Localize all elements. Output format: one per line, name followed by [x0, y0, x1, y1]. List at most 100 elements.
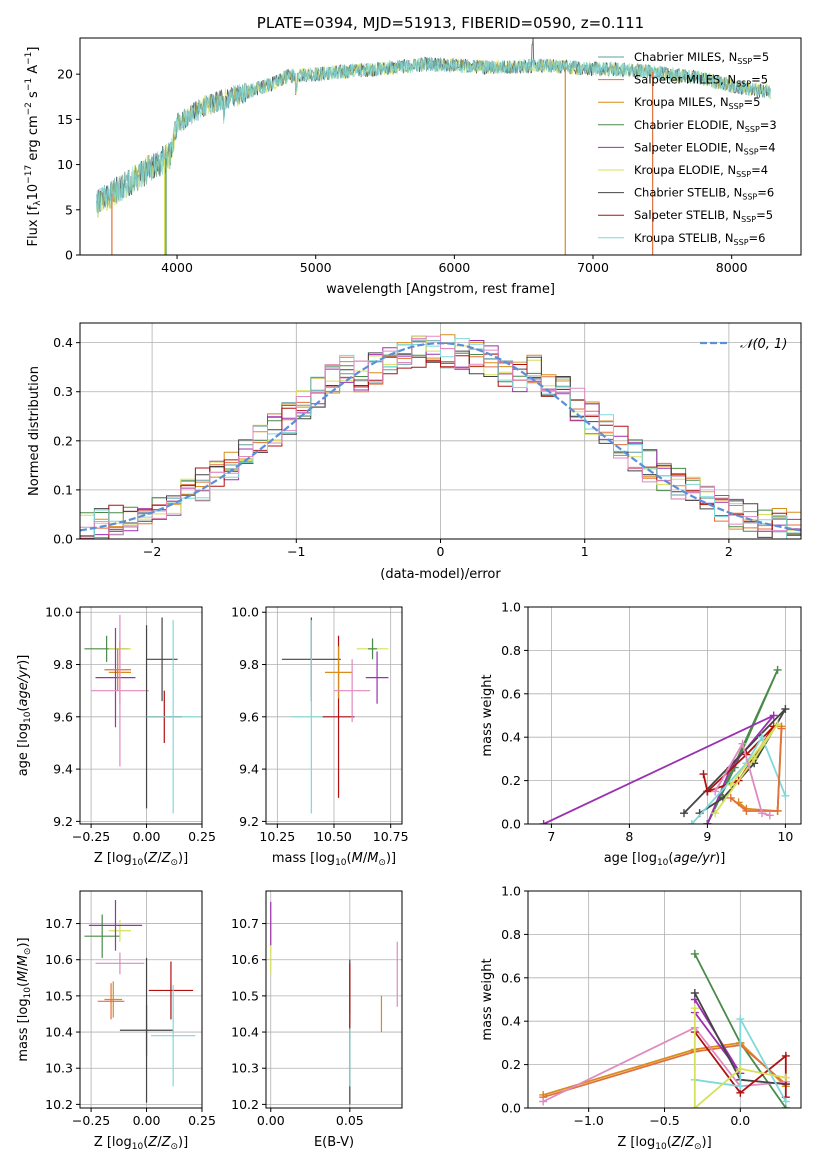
- y-tick-label: 9.4: [53, 762, 73, 777]
- weight-marker: [781, 1097, 790, 1106]
- x-tick-label: 0.25: [188, 1113, 216, 1128]
- weight-marker: [736, 1082, 745, 1091]
- weight-marker: [690, 1104, 699, 1108]
- axes-frame: [527, 890, 802, 1109]
- legend-label: Kroupa STELIB, NSSP=6: [634, 231, 765, 247]
- y-tick-label: 9.8: [239, 657, 259, 672]
- errorbar-point: [334, 659, 371, 723]
- errorbar-point: [146, 617, 178, 702]
- x-tick-label: 0.00: [257, 1113, 285, 1128]
- weight-marker: [680, 809, 688, 818]
- y-tick-label: 0.0: [501, 1101, 521, 1116]
- weight-marker: [750, 754, 759, 763]
- weight-marker: [711, 787, 720, 796]
- plot-area: [539, 949, 790, 1108]
- y-tick-label: 0.0: [501, 817, 521, 832]
- y-tick-label: 0.4: [501, 1014, 521, 1029]
- weight-series-line: [543, 714, 775, 824]
- panel-weight-vs-age: 7 8 9 10 0.0 0.2 0.4 0.6 0.8 1.0 mass weight age [l…: [480, 600, 802, 868]
- x-tick-label: −0.5: [649, 1113, 679, 1128]
- errorbar-point: [108, 919, 132, 942]
- weight-marker: [777, 724, 786, 733]
- y-tick-label: 10.2: [231, 1097, 259, 1112]
- y-tick-label: 10.0: [45, 605, 73, 620]
- x-tick-label: 0.05: [336, 1113, 364, 1128]
- y-tick-label: 10.3: [45, 1061, 73, 1076]
- y-tick-label: 10.6: [45, 952, 73, 967]
- legend-label: 𝒩(0, 1): [740, 337, 787, 352]
- y-axis-label: Normed distribution: [27, 366, 42, 496]
- x-tick-label: 8: [625, 829, 633, 844]
- y-tick-label: 1.0: [501, 600, 521, 615]
- errorbar-point: [91, 614, 149, 767]
- y-tick-label: 9.6: [239, 709, 259, 724]
- y-tick-label: 20: [57, 67, 73, 82]
- weight-marker: [742, 806, 751, 815]
- weight-series-line: [542, 1026, 786, 1103]
- y-tick-label: 0.4: [501, 730, 521, 745]
- weight-marker: [736, 1064, 745, 1073]
- weight-marker: [758, 733, 766, 742]
- y-tick-label: 0.0: [53, 532, 73, 547]
- errorbar-point: [148, 961, 194, 1020]
- x-axis-label: Z [log10(Z/Z⊙)]: [94, 1135, 188, 1152]
- y-axis-label: age [log10(age/yr)]: [16, 655, 33, 777]
- panel-residuals: −2 −1 0 1 2 0.0 0.1 0.2 0.3 0.4 (data-model)/error…: [27, 322, 802, 582]
- histogram-steps: [80, 353, 801, 539]
- y-tick-label: 10.3: [231, 1061, 259, 1076]
- y-axis-label: mass weight: [480, 674, 495, 756]
- y-tick-label: 9.2: [53, 814, 73, 829]
- errorbar-point: [84, 914, 120, 958]
- x-axis-label: Z [log10(Z/Z⊙)]: [617, 1135, 711, 1152]
- weight-marker: [539, 1097, 548, 1106]
- weight-marker: [773, 665, 782, 674]
- weight-marker: [690, 1004, 699, 1013]
- legend-label: Salpeter ELODIE, NSSP=4: [634, 140, 776, 156]
- weight-marker: [690, 988, 699, 997]
- x-tick-label: −0.25: [72, 829, 110, 844]
- y-tick-label: 0.2: [501, 1057, 521, 1072]
- errorbar-point: [97, 983, 125, 1020]
- x-tick-label: 4000: [161, 260, 193, 275]
- x-tick-label: 0.0: [730, 1113, 750, 1128]
- x-tick-label: −2: [143, 544, 161, 559]
- y-tick-label: 9.8: [53, 657, 73, 672]
- x-axis-label: Z [log10(Z/Z⊙)]: [94, 851, 188, 868]
- legend-label: Chabrier MILES, NSSP=5: [634, 50, 769, 66]
- weight-series-line: [714, 723, 779, 814]
- y-tick-label: 0.3: [53, 384, 73, 399]
- weight-series-line: [542, 1044, 787, 1099]
- panel-mass-vs-EBV: 0.00 0.05 10.2 10.3 10.4 10.5 10.6 10.7 E(B-V): [231, 890, 403, 1150]
- errorbar-point: [365, 651, 389, 704]
- plot-area: [80, 334, 801, 539]
- x-axis-label: E(B-V): [314, 1135, 354, 1150]
- x-tick-label: 7: [547, 829, 555, 844]
- x-tick-label: 10.50: [316, 829, 352, 844]
- x-axis-label: (data-model)/error: [380, 567, 501, 582]
- y-tick-label: 0.6: [501, 686, 521, 701]
- weight-marker: [781, 791, 790, 800]
- x-tick-label: 0.25: [188, 829, 216, 844]
- y-tick-label: 10.2: [45, 1097, 73, 1112]
- y-tick-label: 0.4: [53, 335, 73, 350]
- y-tick-label: 1.0: [501, 884, 521, 899]
- y-tick-label: 10.7: [45, 916, 73, 931]
- x-tick-label: 6000: [438, 260, 470, 275]
- chart-title: PLATE=0394, MJD=51913, FIBERID=0590, z=0…: [257, 14, 644, 32]
- legend-label: Kroupa MILES, NSSP=5: [634, 95, 760, 111]
- legend-label: Kroupa ELODIE, NSSP=4: [634, 163, 768, 179]
- weight-marker: [687, 820, 696, 824]
- y-tick-label: 5: [65, 202, 73, 217]
- y-tick-label: 9.6: [53, 709, 73, 724]
- axes-frame: [79, 890, 203, 1109]
- plot-area: [539, 665, 790, 824]
- weight-marker: [769, 711, 778, 720]
- weight-marker: [781, 704, 790, 713]
- axes-frame: [527, 606, 802, 825]
- y-tick-label: 0.6: [501, 970, 521, 985]
- legend-label: Salpeter MILES, NSSP=5: [634, 73, 768, 89]
- weight-series-line: [693, 1008, 786, 1108]
- weight-marker: [699, 770, 708, 779]
- x-tick-label: 9: [703, 829, 711, 844]
